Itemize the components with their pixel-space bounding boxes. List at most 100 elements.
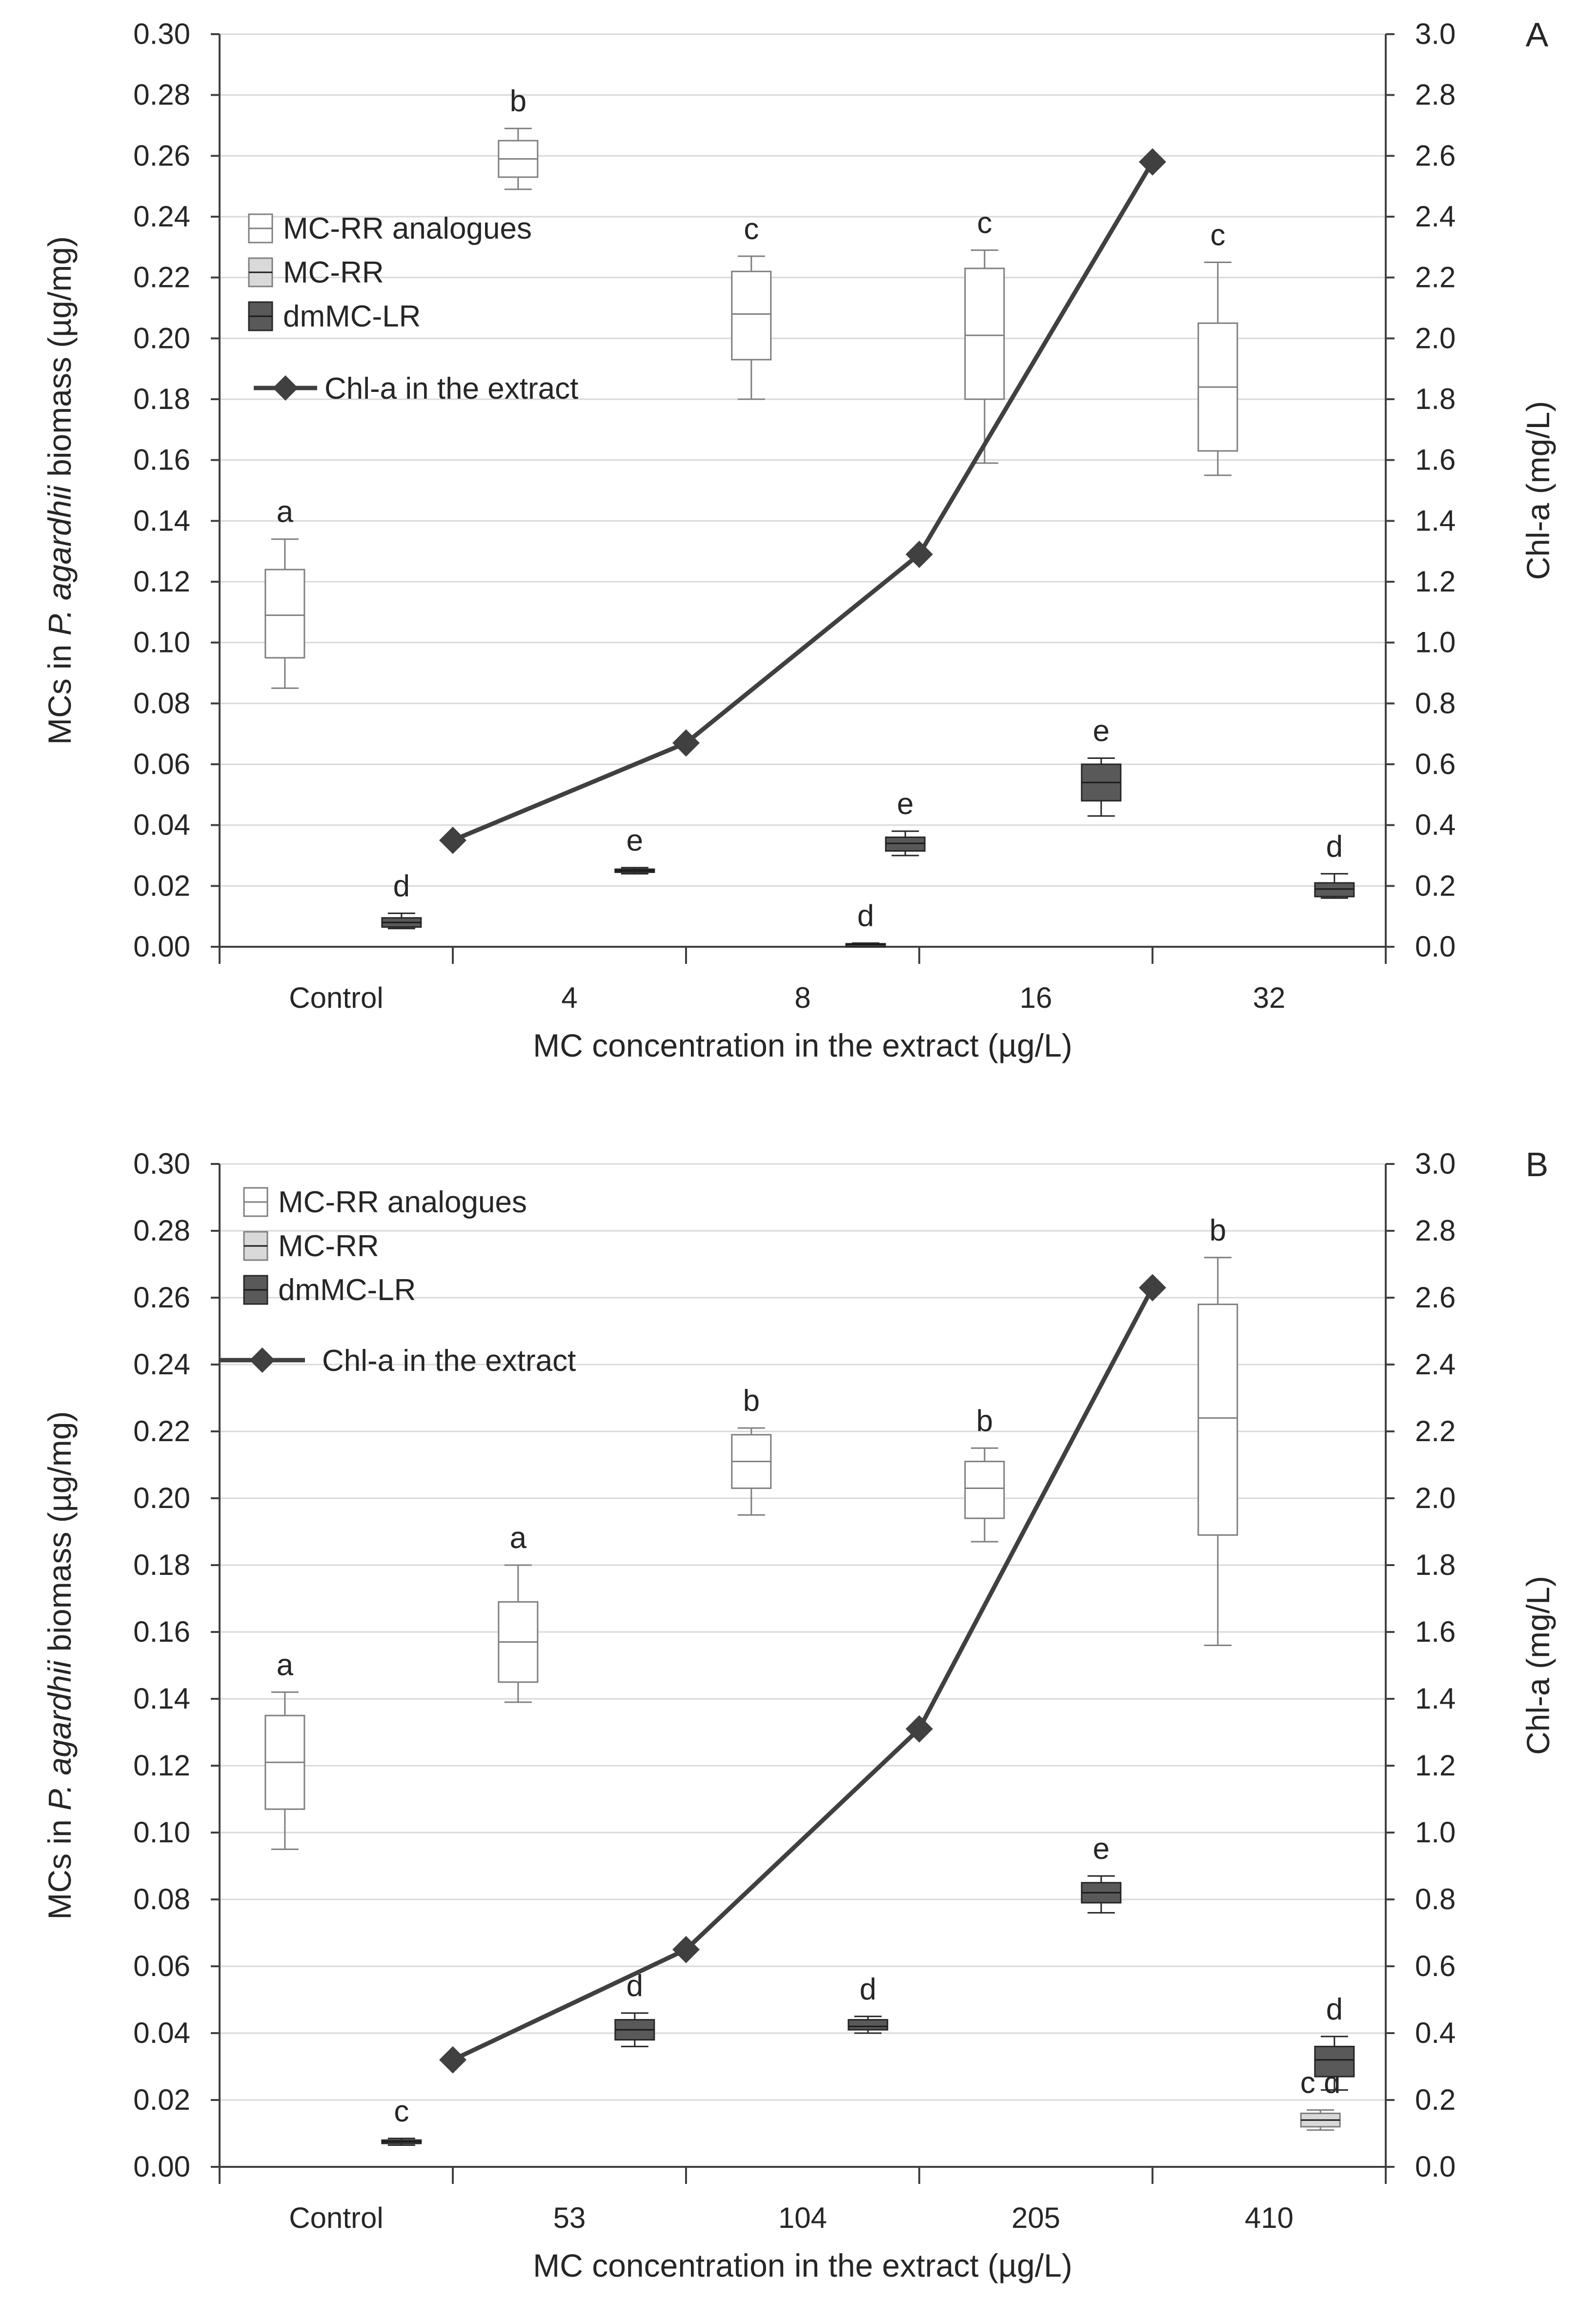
x-tick-label: 53 (553, 2202, 586, 2234)
significance-letter: d (1326, 830, 1343, 863)
y-tick-label: 0.02 (133, 869, 190, 902)
box-iqr (264, 569, 305, 659)
y-right-tick-label: 2.6 (1415, 1281, 1456, 1314)
legend-label: MC-RR analogues (283, 212, 532, 245)
y-tick-label: 0.06 (133, 748, 190, 780)
y-tick-label: 0.08 (133, 1883, 190, 1916)
legend-label: MC-RR (283, 256, 384, 289)
chl-a-marker (1139, 148, 1166, 176)
y-tick-label: 0.16 (133, 444, 190, 476)
significance-letter: c (1210, 219, 1225, 252)
y-right-tick-label: 1.2 (1415, 565, 1456, 598)
y-right-tick-label: 0.2 (1415, 2083, 1456, 2116)
legend-marker-swatch (249, 1347, 275, 1373)
x-tick-label: Control (289, 981, 383, 1014)
legend: MC-RR analogues MC-RR dmMC-LR Chl-a in the … (248, 212, 578, 406)
y-right-tick-label: 2.2 (1415, 261, 1456, 294)
chl-a-marker (906, 1715, 933, 1743)
y-right-tick-label: 2.6 (1415, 139, 1456, 172)
significance-letter: a (277, 495, 294, 529)
y-right-tick-label: 2.0 (1415, 1482, 1456, 1514)
y-right-tick-label: 0.6 (1415, 1950, 1456, 1982)
box-dark: e (614, 824, 655, 875)
legend-label: MC-RR (278, 1229, 379, 1263)
box-dark: e (885, 787, 926, 856)
box-open: c (964, 206, 1005, 464)
y-right-tick-label: 0.2 (1415, 869, 1456, 902)
y-right-tick-label: 0.8 (1415, 687, 1456, 719)
y-right-tick-label: 1.6 (1415, 1615, 1456, 1648)
box-iqr (1314, 882, 1355, 897)
y-right-tick-label: 1.6 (1415, 444, 1456, 476)
significance-letter: c (977, 206, 992, 240)
y-tick-label: 0.04 (133, 2017, 190, 2049)
significance-letter: e (627, 824, 643, 857)
significance-letter: c (744, 212, 759, 246)
y-right-tick-label: 1.4 (1415, 1682, 1456, 1715)
x-tick-label: 410 (1245, 2202, 1294, 2234)
significance-letter: a (510, 1521, 527, 1555)
y-tick-label: 0.30 (133, 1147, 190, 1180)
significance-letter: b (743, 1384, 760, 1418)
box-open: c (731, 212, 772, 400)
chl-a-marker (906, 540, 933, 568)
y-right-tick-label: 0.0 (1415, 2150, 1456, 2183)
box-open: a (264, 1648, 305, 1850)
box-open: c (1197, 219, 1238, 476)
y-right-tick-label: 0.8 (1415, 1883, 1456, 1916)
y-tick-label: 0.28 (133, 79, 190, 111)
y-tick-label: 0.00 (133, 2150, 190, 2183)
y-right-tick-label: 2.2 (1415, 1415, 1456, 1447)
y-right-tick-label: 2.8 (1415, 79, 1456, 111)
y-right-tick-label: 1.2 (1415, 1749, 1456, 1782)
y-tick-label: 0.12 (133, 565, 190, 598)
box-dark: d (848, 1973, 889, 2034)
significance-letter: a (277, 1648, 294, 1682)
box-iqr (964, 267, 1005, 400)
y-tick-label: 0.22 (133, 261, 190, 294)
chl-a-marker (672, 1936, 700, 1963)
y-right-axis-title: Chl-a (mg/L) (1520, 1576, 1556, 1755)
significance-letter: e (1093, 714, 1110, 748)
panel-b: 0.00 0.02 0.04 0.06 0.08 0.10 0.12 0.14 0.16 0.18… (41, 1145, 1556, 2283)
y-tick-label: 0.12 (133, 1749, 190, 1782)
x-tick-label: 4 (561, 981, 577, 1014)
y-right-tick-label: 2.0 (1415, 322, 1456, 354)
y-tick-label: 0.24 (133, 200, 190, 233)
y-right-tick-label: 3.0 (1415, 1147, 1456, 1180)
y-right-tick-label: 3.0 (1415, 18, 1456, 50)
x-axis-title: MC concentration in the extract (µg/L) (533, 2247, 1072, 2283)
y-axis-title: MCs in P. agardhii biomass (µg/mg) (41, 236, 78, 745)
box-dark: e (1081, 714, 1122, 817)
legend-label: dmMC-LR (283, 300, 421, 333)
panel-a: 0.000.020.040.060.080.100.120.140.160.18… (41, 16, 1556, 1063)
box-open: b (964, 1404, 1005, 1543)
y-tick-label: 0.10 (133, 626, 190, 659)
y-right-tick-label: 1.8 (1415, 383, 1456, 415)
y-right-tick-label: 2.8 (1415, 1214, 1456, 1247)
y-right-tick-label: 0.4 (1415, 809, 1456, 841)
box-open: b (498, 84, 539, 190)
x-axis-title: MC concentration in the extract (µg/L) (533, 1027, 1072, 1063)
y-tick-label: 0.06 (133, 1950, 190, 1982)
box-open: b (731, 1384, 772, 1516)
y-right-tick-label: 0.6 (1415, 748, 1456, 780)
x-tick-label: 104 (778, 2202, 827, 2234)
significance-letter: d (1326, 1993, 1343, 2026)
x-tick-label: 32 (1253, 981, 1286, 1014)
legend-label: MC-RR analogues (278, 1185, 527, 1219)
chl-a-marker (1139, 1274, 1166, 1302)
box-open: a (498, 1521, 539, 1703)
y-right-tick-label: 2.4 (1415, 1348, 1456, 1381)
significance-letter: e (897, 787, 913, 821)
box-open: a (264, 495, 305, 689)
box-iqr (964, 1461, 1005, 1519)
significance-letter: d (860, 1973, 876, 2006)
y-tick-label: 0.18 (133, 1549, 190, 1581)
x-tick-label: Control (289, 2202, 383, 2234)
x-tick-label: 16 (1020, 981, 1052, 1014)
box-iqr (1197, 1304, 1238, 1536)
y-tick-label: 0.16 (133, 1615, 190, 1648)
y-tick-label: 0.04 (133, 809, 190, 841)
